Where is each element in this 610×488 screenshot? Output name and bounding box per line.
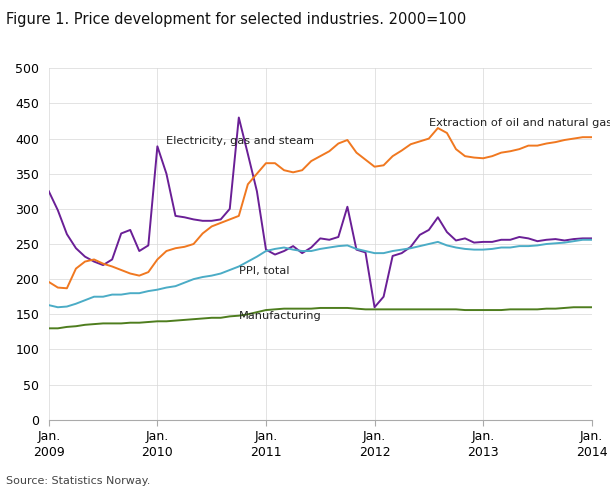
Text: Manufacturing: Manufacturing xyxy=(239,311,321,321)
Text: PPI, total: PPI, total xyxy=(239,265,289,276)
Text: Figure 1. Price development for selected industries. 2000=100: Figure 1. Price development for selected… xyxy=(6,12,467,27)
Text: Source: Statistics Norway.: Source: Statistics Norway. xyxy=(6,476,151,486)
Text: Extraction of oil and natural gas: Extraction of oil and natural gas xyxy=(429,118,610,128)
Text: Electricity, gas and steam: Electricity, gas and steam xyxy=(167,136,314,145)
